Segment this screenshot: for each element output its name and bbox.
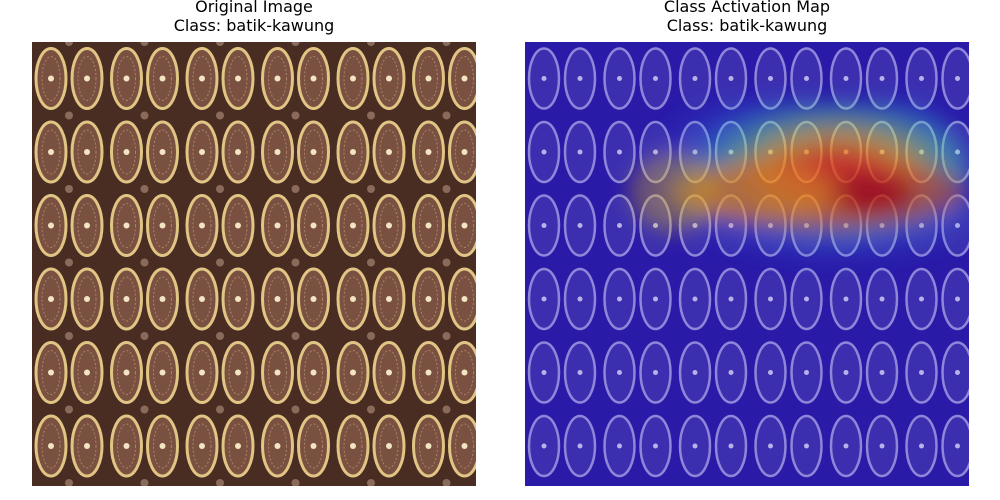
activation-map-class-label: Class: batik-kawung [666,16,828,35]
class-activation-map [525,42,969,486]
original-image-class-label: Class: batik-kawung [173,16,335,35]
activation-map-title: Class Activation Map Class: batik-kawung [525,0,969,35]
original-image-title: Original Image Class: batik-kawung [32,0,476,35]
activation-map-title-line1: Class Activation Map [663,0,831,16]
activation-heatmap [525,42,969,486]
original-image [32,42,476,486]
batik-kawung-image [32,42,476,486]
original-image-title-line1: Original Image [195,0,313,16]
